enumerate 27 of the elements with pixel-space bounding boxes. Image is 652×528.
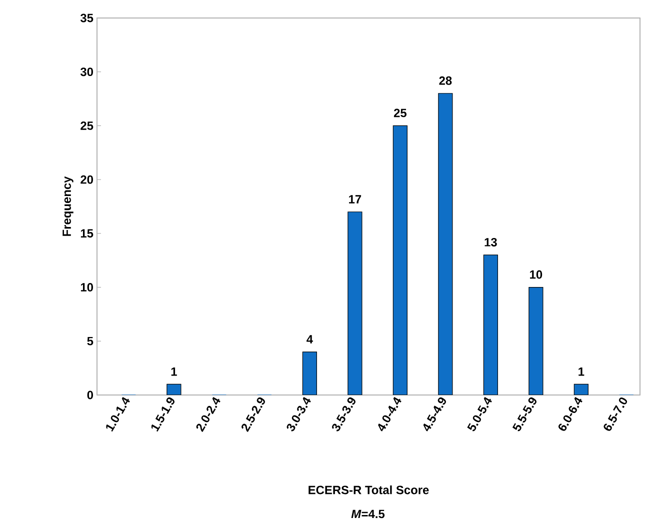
y-tick-label: 15 [80, 229, 94, 238]
y-tick-label: 30 [80, 68, 93, 76]
bar [528, 286, 544, 395]
y-tick-label: 20 [80, 175, 93, 184]
x-axis-title: ECERS-R Total Score [308, 485, 429, 494]
y-axis-title: Frequency [62, 176, 74, 236]
data-label: 17 [349, 195, 362, 204]
bar [392, 125, 408, 395]
bar [166, 384, 182, 395]
data-label: 1 [578, 367, 584, 376]
text: M=4.5 [351, 510, 385, 518]
data-label: 28 [439, 76, 452, 85]
y-tick-label: 35 [80, 14, 94, 22]
data-label: 1 [171, 367, 177, 376]
bar [483, 254, 498, 395]
y-tick-label: 25 [80, 121, 94, 130]
bar [574, 384, 588, 395]
data-label: 4 [306, 335, 313, 344]
y-tick-label: 10 [80, 283, 93, 292]
data-label: 13 [484, 238, 497, 246]
bar [302, 352, 317, 395]
bar [438, 93, 453, 395]
data-label: 25 [394, 108, 406, 118]
data-label: 10 [530, 270, 542, 279]
bar [348, 212, 362, 395]
y-tick-label: 5 [87, 336, 94, 346]
y-tick-label: 0 [87, 390, 93, 400]
